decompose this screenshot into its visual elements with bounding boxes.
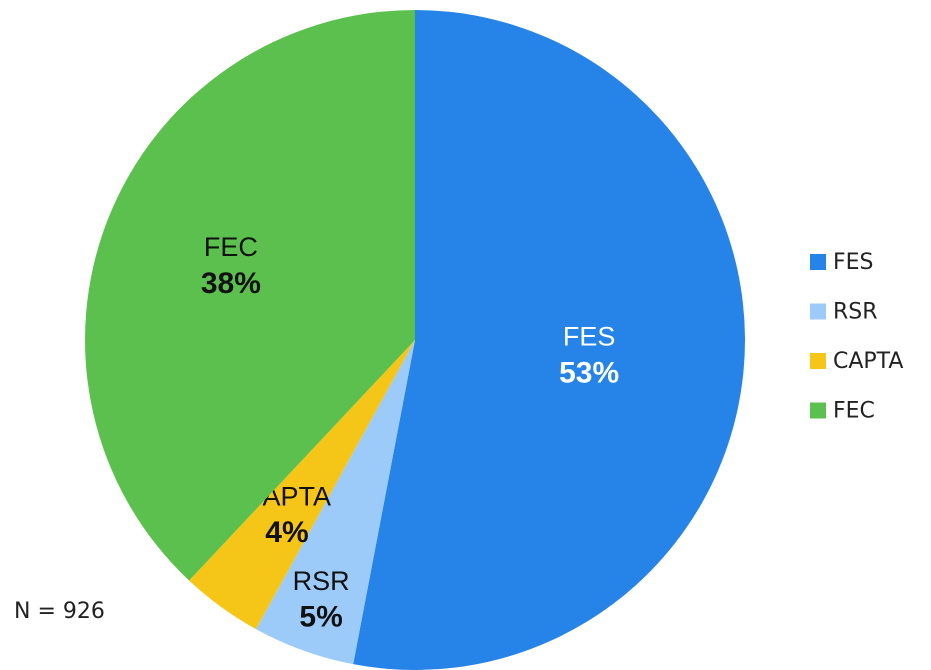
legend-swatch xyxy=(810,254,826,270)
slice-value: 38% xyxy=(201,267,261,300)
legend-swatch xyxy=(810,303,826,320)
pie-slice xyxy=(85,10,415,581)
pie-slice xyxy=(256,340,415,665)
pie-slice xyxy=(353,10,746,670)
slice-value: 53% xyxy=(559,356,619,389)
legend-label: FEC xyxy=(833,399,875,424)
slice-value: 4% xyxy=(265,516,308,549)
slice-label: FES xyxy=(563,322,616,352)
slice-label: RSR xyxy=(293,566,350,596)
slice-label: FEC xyxy=(204,232,258,262)
slice-value: 5% xyxy=(299,601,342,634)
legend-label: CAPTA xyxy=(833,349,903,374)
legend-swatch xyxy=(810,353,826,369)
sample-size-note: N = 926 xyxy=(14,599,105,624)
legend-swatch xyxy=(810,402,826,419)
legend-label: FES xyxy=(833,250,874,275)
legend-label: RSR xyxy=(833,300,878,325)
pie-slice xyxy=(189,340,415,630)
